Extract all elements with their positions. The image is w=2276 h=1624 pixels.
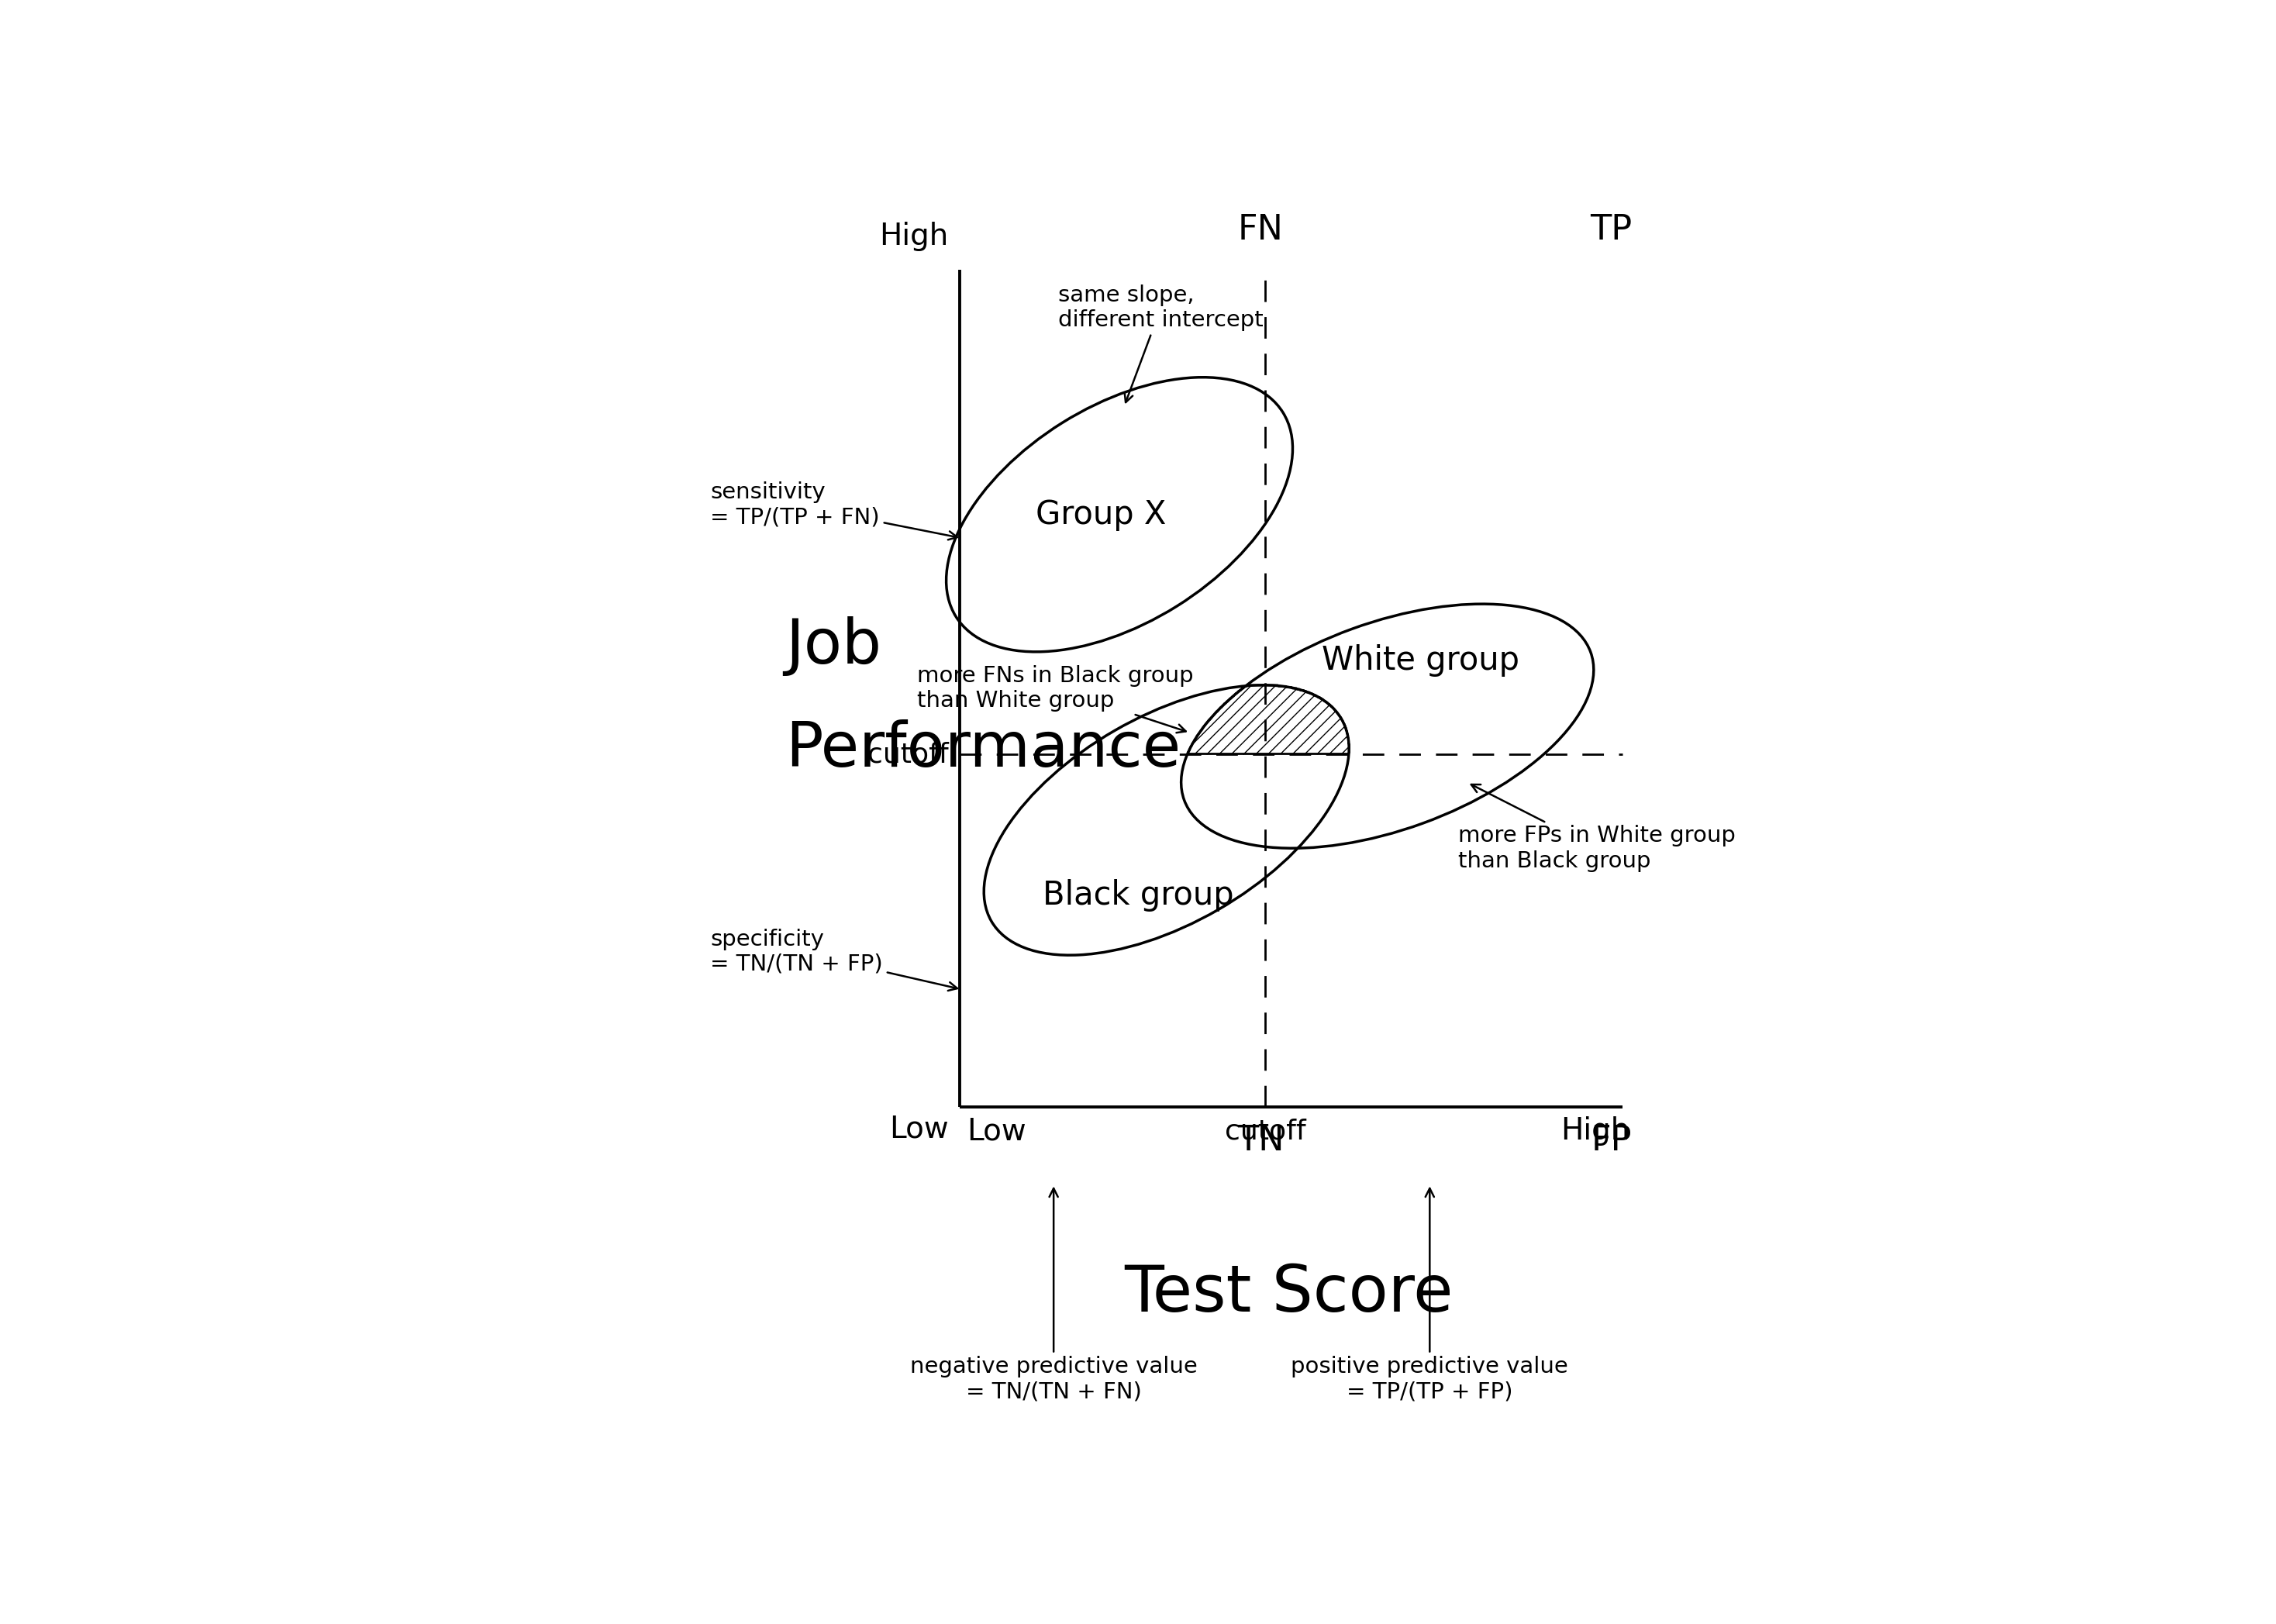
Text: TP: TP: [1591, 213, 1632, 247]
Text: FP: FP: [1591, 1124, 1632, 1158]
Text: Performance: Performance: [785, 719, 1181, 780]
Text: High: High: [1561, 1116, 1630, 1147]
Text: more FPs in White group
than Black group: more FPs in White group than Black group: [1459, 784, 1734, 872]
Text: positive predictive value
= TP/(TP + FP): positive predictive value = TP/(TP + FP): [1290, 1189, 1568, 1403]
Text: specificity
= TN/(TN + FP): specificity = TN/(TN + FP): [710, 929, 958, 991]
Text: Test Score: Test Score: [1124, 1262, 1452, 1325]
Text: TN: TN: [1238, 1124, 1284, 1158]
Text: White group: White group: [1322, 645, 1518, 677]
Text: Low: Low: [967, 1116, 1026, 1147]
Text: FN: FN: [1238, 213, 1284, 247]
Text: Black group: Black group: [1042, 879, 1234, 911]
Text: Group X: Group X: [1036, 499, 1165, 531]
Text: sensitivity
= TP/(TP + FN): sensitivity = TP/(TP + FN): [710, 482, 958, 539]
Text: Low: Low: [890, 1114, 949, 1143]
Text: cutoff: cutoff: [867, 741, 949, 768]
Text: High: High: [879, 222, 949, 252]
Text: more FNs in Black group
than White group: more FNs in Black group than White group: [917, 666, 1193, 732]
Text: Job: Job: [785, 615, 881, 677]
Text: same slope,
different intercept: same slope, different intercept: [1058, 284, 1263, 403]
Text: negative predictive value
= TN/(TN + FN): negative predictive value = TN/(TN + FN): [910, 1189, 1197, 1403]
Text: cutoff: cutoff: [1224, 1119, 1306, 1145]
